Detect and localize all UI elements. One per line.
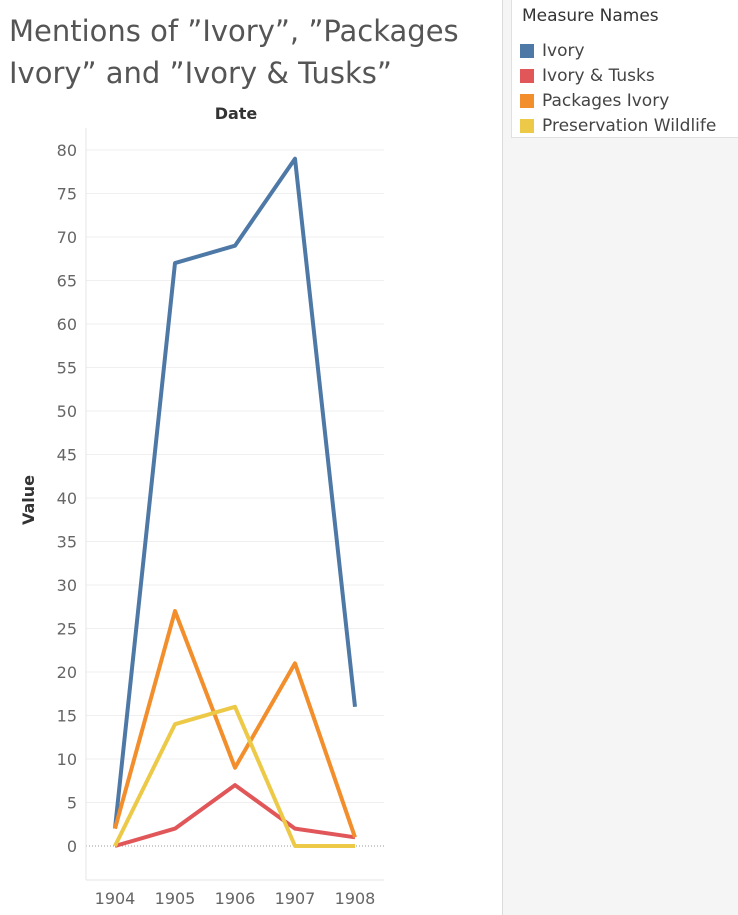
- legend-swatch: [520, 69, 534, 83]
- legend-label: Preservation Wildlife: [542, 116, 717, 136]
- y-axis-title: Value: [19, 475, 38, 525]
- axes: 0 5 10 15 20 25 30 35 40 45 50 55 60 65 70 75 80 1904 1905…: [57, 128, 384, 908]
- y-tick-label: 5: [67, 794, 77, 813]
- x-axis-title: Date: [215, 104, 258, 123]
- legend-label: Ivory: [542, 41, 585, 61]
- legend-item-packages-ivory[interactable]: Packages Ivory: [520, 90, 669, 112]
- y-tick-label: 25: [57, 620, 77, 639]
- legend-swatch: [520, 94, 534, 108]
- x-tick-label: 1905: [155, 889, 196, 908]
- y-tick-label: 60: [57, 315, 77, 334]
- line-chart: 0 5 10 15 20 25 30 35 40 45 50 55 60 65 70 75 80 1904 1905…: [19, 104, 384, 908]
- y-tick-label: 0: [67, 837, 77, 856]
- y-tick-label: 70: [57, 228, 77, 247]
- y-tick-label: 20: [57, 663, 77, 682]
- right-panel: Measure Names Ivory Ivory & Tusks Packag…: [502, 0, 738, 915]
- legend-label: Ivory & Tusks: [542, 66, 655, 86]
- series-lines: [113, 156, 357, 848]
- x-tick-label: 1904: [95, 889, 136, 908]
- y-tick-label: 55: [57, 359, 77, 378]
- legend-swatch: [520, 119, 534, 133]
- y-tick-label: 45: [57, 446, 77, 465]
- y-tick-label: 75: [57, 185, 77, 204]
- x-tick-label: 1908: [335, 889, 376, 908]
- legend-item-ivory-tusks[interactable]: Ivory & Tusks: [520, 65, 655, 87]
- legend: Measure Names Ivory Ivory & Tusks Packag…: [511, 0, 738, 138]
- y-tick-label: 40: [57, 489, 77, 508]
- y-tick-label: 35: [57, 533, 77, 552]
- legend-item-ivory[interactable]: Ivory: [520, 40, 585, 62]
- series-line-preservation-wildlife[interactable]: [113, 704, 355, 848]
- y-tick-label: 30: [57, 576, 77, 595]
- x-tick-label: 1907: [275, 889, 316, 908]
- y-tick-label: 65: [57, 272, 77, 291]
- series-line-ivory[interactable]: [113, 156, 357, 829]
- series-line-ivory-tusks[interactable]: [114, 783, 356, 848]
- series-line-packages-ivory[interactable]: [113, 609, 357, 838]
- chart-title: Mentions of ”Ivory”, ”Packages Ivory” an…: [9, 14, 459, 90]
- legend-title: Measure Names: [522, 6, 659, 26]
- legend-label: Packages Ivory: [542, 91, 670, 111]
- y-tick-label: 10: [57, 750, 77, 769]
- legend-item-preservation-wildlife[interactable]: Preservation Wildlife: [520, 115, 716, 137]
- gridlines: [86, 149, 384, 847]
- x-tick-label: 1906: [215, 889, 256, 908]
- y-tick-label: 15: [57, 707, 77, 726]
- y-tick-label: 50: [57, 402, 77, 421]
- legend-swatch: [520, 44, 534, 58]
- y-tick-label: 80: [57, 141, 77, 160]
